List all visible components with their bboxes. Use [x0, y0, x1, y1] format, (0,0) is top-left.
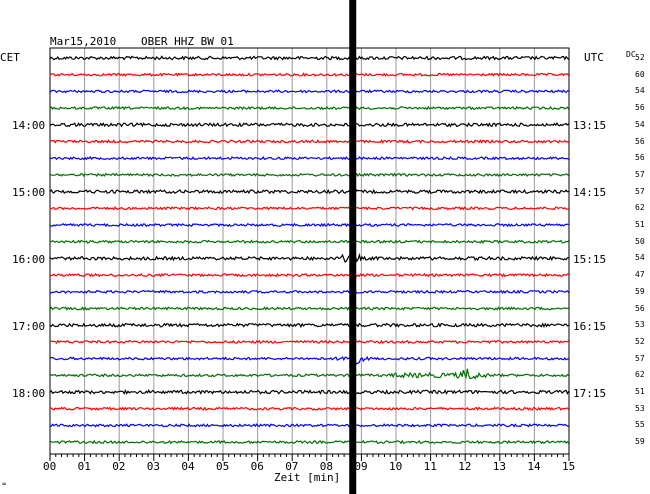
- minute-label: 03: [146, 460, 161, 473]
- seismogram-trace: [49, 322, 569, 329]
- dc-value: 50: [635, 236, 645, 246]
- seismogram-trace: [49, 423, 569, 428]
- utc-hour-label: 13:15: [573, 119, 607, 132]
- dc-value: 54: [635, 119, 645, 129]
- minute-label: 02: [112, 460, 126, 473]
- dc-value: 59: [635, 286, 645, 296]
- seismogram-trace: [49, 172, 570, 178]
- dc-value: 52: [635, 53, 645, 62]
- minute-label: 06: [250, 460, 264, 473]
- x-axis-label: Zeit [min]: [274, 471, 341, 484]
- seismogram-trace: [49, 89, 569, 95]
- dc-value: 57: [635, 186, 645, 196]
- seismogram-trace: [49, 55, 570, 61]
- seismogram-trace: [49, 306, 569, 312]
- dc-value: 56: [635, 153, 645, 163]
- minute-label: 05: [216, 460, 230, 473]
- seismogram-trace: [49, 121, 570, 128]
- minute-label: 14: [527, 460, 541, 473]
- dc-value: 54: [635, 253, 645, 263]
- header-station: OBER HHZ BW 01: [141, 35, 234, 48]
- minute-label: 01: [77, 460, 91, 473]
- dc-value: 53: [635, 320, 645, 330]
- seismogram-trace: [49, 252, 569, 263]
- cet-hour-label: 18:00: [12, 387, 46, 400]
- minute-label: 10: [389, 460, 403, 473]
- dc-value: 56: [635, 103, 645, 113]
- seismogram-trace: [49, 439, 570, 445]
- dc-value: 62: [635, 203, 645, 213]
- dc-value: 51: [635, 220, 645, 229]
- minute-label: 07: [285, 460, 299, 473]
- cet-hour-label: 15:00: [12, 186, 46, 199]
- utc-hour-label: 14:15: [573, 186, 607, 199]
- minute-label: 13: [492, 460, 507, 473]
- seismogram-trace: [49, 155, 569, 161]
- minute-label: 12: [458, 460, 472, 473]
- seismogram-trace: [49, 72, 570, 77]
- seismogram-trace: [49, 139, 570, 144]
- dc-value: 62: [635, 370, 645, 380]
- cet-label: CET: [0, 51, 20, 64]
- seismogram-trace: [49, 206, 569, 211]
- minute-label: 04: [181, 460, 195, 473]
- seismogram-trace: [49, 339, 569, 345]
- dc-value: 56: [635, 136, 645, 146]
- dc-value: 56: [635, 303, 645, 313]
- seismogram-trace: [49, 355, 569, 365]
- utc-hour-label: 17:15: [573, 387, 607, 400]
- seismogram-trace: [49, 289, 570, 295]
- dc-value: 55: [635, 420, 645, 430]
- seismogram-trace: [49, 406, 570, 411]
- corner-mark: ≈: [2, 480, 7, 488]
- dc-value: 53: [635, 403, 645, 413]
- minute-label: 08: [319, 460, 334, 473]
- seismogram-trace: [49, 188, 569, 195]
- dc-label: DC: [626, 50, 636, 59]
- dc-value: 57: [635, 353, 645, 363]
- minute-label: 15: [562, 460, 576, 473]
- utc-hour-label: 15:15: [573, 253, 607, 266]
- utc-label: UTC: [584, 51, 604, 64]
- seismogram-trace: [49, 239, 570, 245]
- minute-label: 09: [354, 460, 368, 473]
- dc-value: 57: [635, 169, 645, 179]
- dc-value: 51: [635, 387, 645, 396]
- minute-label: 00: [43, 460, 57, 473]
- cet-hour-label: 16:00: [12, 253, 46, 266]
- time-cursor-bar: [349, 0, 357, 494]
- cet-hour-label: 17:00: [12, 320, 46, 333]
- seismogram-trace: [49, 388, 570, 395]
- dc-value: 47: [635, 270, 645, 280]
- seismogram-trace: [49, 368, 570, 380]
- seismogram-trace: [49, 105, 570, 111]
- minute-label: 11: [423, 460, 437, 473]
- dc-value: 60: [635, 69, 645, 79]
- cet-hour-label: 14:00: [12, 119, 46, 132]
- seismogram-trace: [49, 222, 569, 228]
- seismogram-trace: [49, 272, 569, 278]
- header-date: Mar15,2010: [50, 35, 117, 48]
- dc-value: 59: [635, 437, 645, 447]
- utc-hour-label: 16:15: [573, 320, 607, 333]
- dc-value: 52: [635, 336, 645, 346]
- dc-value: 54: [635, 86, 645, 96]
